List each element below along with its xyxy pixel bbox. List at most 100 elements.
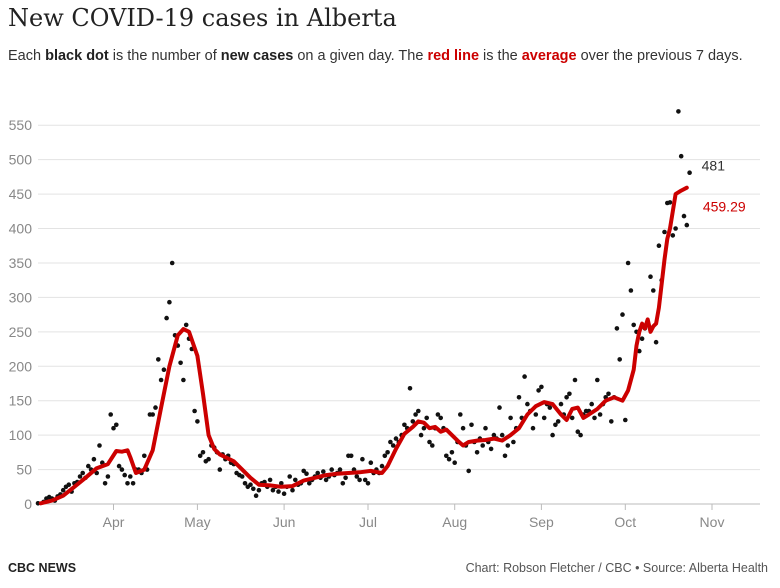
y-tick-label: 200 xyxy=(9,358,33,374)
daily-case-dot xyxy=(673,226,678,231)
daily-case-dot xyxy=(416,408,421,414)
daily-case-dot xyxy=(315,470,321,476)
daily-case-dot xyxy=(200,450,206,455)
chart-title: New COVID-19 cases in Alberta xyxy=(8,4,397,32)
daily-case-dot xyxy=(687,170,692,175)
daily-case-dot xyxy=(597,412,603,417)
daily-case-dot xyxy=(553,422,558,428)
daily-case-dot xyxy=(382,453,388,459)
daily-case-dot xyxy=(446,456,452,462)
daily-case-dot xyxy=(293,477,298,483)
daily-case-dot xyxy=(301,468,307,474)
chart-credit: Chart: Robson Fletcher / CBC • Source: A… xyxy=(465,561,768,575)
annotations: 481 459.29 xyxy=(702,158,746,215)
x-tick-label: Sep xyxy=(529,514,554,530)
daily-case-dot xyxy=(343,475,348,481)
daily-case-dot xyxy=(161,367,167,373)
daily-case-dot xyxy=(572,377,578,383)
y-tick-label: 150 xyxy=(9,393,33,409)
daily-case-dot xyxy=(678,153,684,159)
daily-case-dot xyxy=(239,474,245,479)
daily-case-dot xyxy=(206,456,211,462)
daily-case-dot xyxy=(497,405,502,410)
daily-case-dot xyxy=(502,453,508,459)
daily-case-dot xyxy=(499,432,505,438)
daily-case-dot xyxy=(578,432,583,438)
daily-case-dot xyxy=(444,453,449,459)
daily-case-dot xyxy=(421,425,427,431)
daily-case-dot xyxy=(483,425,488,431)
daily-case-dot xyxy=(402,422,407,428)
cbc-news-logo: CBC NEWS xyxy=(8,561,77,575)
gridlines xyxy=(38,124,760,505)
daily-case-dot xyxy=(290,487,295,493)
daily-case-dot xyxy=(242,481,248,486)
daily-case-dot xyxy=(480,443,486,448)
daily-case-dot xyxy=(427,439,432,445)
daily-cases-dots xyxy=(35,109,692,506)
daily-case-dot xyxy=(94,470,99,476)
daily-case-dot xyxy=(111,425,116,431)
daily-case-dot xyxy=(452,460,458,466)
daily-case-dot xyxy=(651,288,656,293)
x-tick-label: Jun xyxy=(273,514,296,530)
daily-case-dot xyxy=(251,486,256,492)
daily-case-dot xyxy=(35,501,41,506)
daily-case-dot xyxy=(575,429,581,435)
daily-case-dot xyxy=(348,453,354,459)
daily-last-value-label: 481 xyxy=(702,158,726,174)
daily-case-dot xyxy=(555,419,561,424)
daily-case-dot xyxy=(142,453,147,459)
daily-case-dot xyxy=(631,322,636,328)
daily-case-dot xyxy=(533,412,539,417)
daily-case-dot xyxy=(379,463,385,469)
daily-case-dot xyxy=(77,474,83,479)
daily-case-dot xyxy=(639,336,645,342)
y-tick-label: 450 xyxy=(9,186,33,202)
daily-case-dot xyxy=(684,222,690,228)
x-tick-label: May xyxy=(184,514,210,530)
daily-case-dot xyxy=(167,299,172,305)
daily-case-dot xyxy=(122,472,127,478)
daily-case-dot xyxy=(102,481,108,486)
daily-case-dot xyxy=(564,395,569,400)
y-tick-label: 300 xyxy=(9,289,33,305)
daily-case-dot xyxy=(150,412,155,417)
daily-case-dot xyxy=(614,326,620,331)
daily-case-dot xyxy=(589,401,594,407)
daily-case-dot xyxy=(270,487,276,493)
daily-case-dot xyxy=(304,471,309,477)
daily-case-dot xyxy=(424,415,430,421)
daily-case-dot xyxy=(158,377,164,383)
daily-case-dot xyxy=(656,243,662,248)
daily-case-dot xyxy=(670,233,676,238)
daily-case-dot xyxy=(547,405,553,410)
average-line xyxy=(38,185,689,506)
daily-case-dot xyxy=(458,412,463,417)
daily-case-dot xyxy=(550,432,555,438)
daily-case-dot xyxy=(116,463,122,469)
daily-case-dot xyxy=(410,419,416,424)
daily-case-dot xyxy=(628,288,634,293)
seven-day-average-line xyxy=(38,185,689,506)
daily-case-dot xyxy=(287,474,293,479)
daily-case-dot xyxy=(323,477,329,483)
average-last-value-label: 459.29 xyxy=(703,199,746,215)
daily-case-dot xyxy=(195,419,200,424)
daily-case-dot xyxy=(648,274,653,280)
daily-case-dot xyxy=(667,200,673,205)
daily-case-dot xyxy=(393,436,399,441)
daily-case-dot xyxy=(354,474,360,479)
daily-case-dot xyxy=(156,357,161,362)
daily-case-dot xyxy=(183,322,189,328)
daily-case-dot xyxy=(525,401,530,407)
daily-case-dot xyxy=(430,443,435,448)
daily-case-dot xyxy=(460,425,466,431)
daily-case-dot xyxy=(491,432,497,438)
daily-case-dot xyxy=(360,456,365,462)
daily-case-dot xyxy=(676,109,681,114)
daily-case-dot xyxy=(385,450,390,455)
daily-case-dot xyxy=(368,460,374,466)
x-tick-label: Jul xyxy=(359,514,377,530)
daily-case-dot xyxy=(276,489,281,494)
